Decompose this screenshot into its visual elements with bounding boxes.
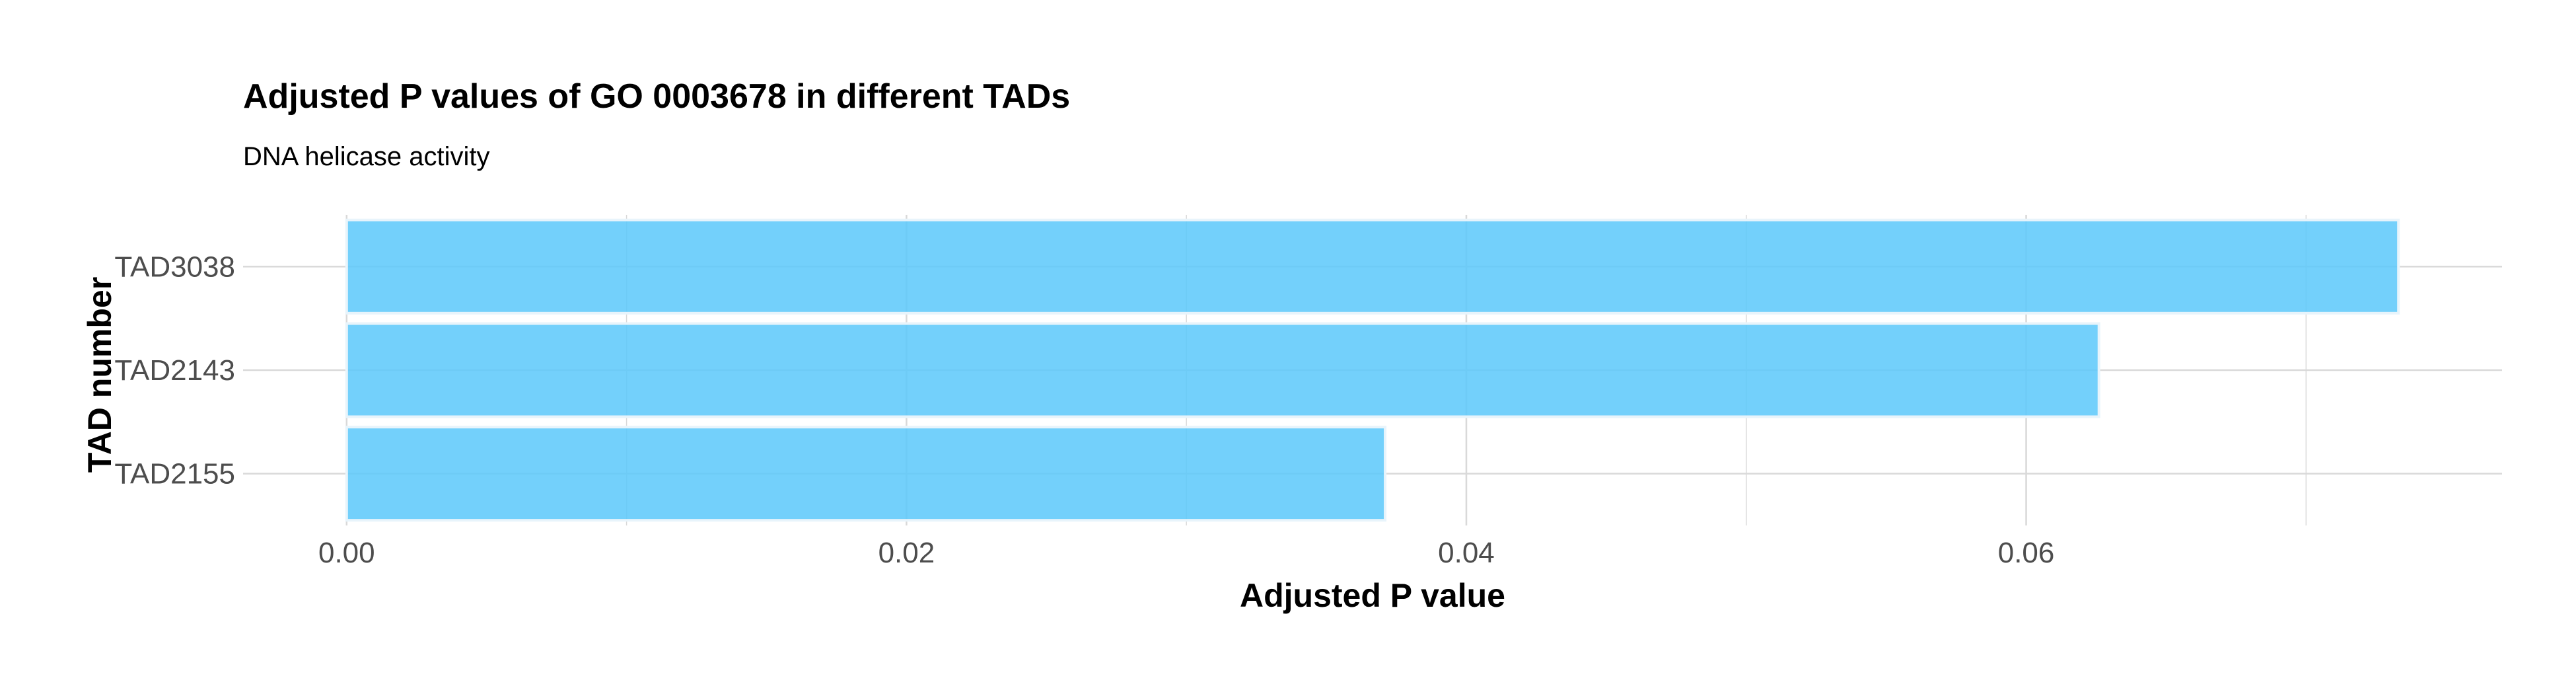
x-tick-label: 0.06 [1998,537,2055,569]
bar-tad3038 [345,218,2400,315]
y-tick-label: TAD2143 [114,354,235,387]
bars [345,218,2400,522]
chart-title: Adjusted P values of GO 0003678 in diffe… [243,77,1070,116]
x-tick-label: 0.02 [878,537,935,569]
chart-subtitle: DNA helicase activity [243,142,489,171]
x-tick-labels: 0.00 0.02 0.04 0.06 [318,537,2054,569]
y-axis-title: TAD number [81,277,118,473]
y-tick-labels: TAD3038 TAD2143 TAD2155 [114,251,235,490]
x-axis-title: Adjusted P value [1240,577,1505,614]
y-tick-label: TAD2155 [114,458,235,490]
bar-tad2155 [345,426,1387,522]
bar-tad2143 [345,322,2100,418]
y-tick-label: TAD3038 [114,251,235,283]
x-tick-label: 0.04 [1438,537,1495,569]
x-tick-label: 0.00 [318,537,375,569]
